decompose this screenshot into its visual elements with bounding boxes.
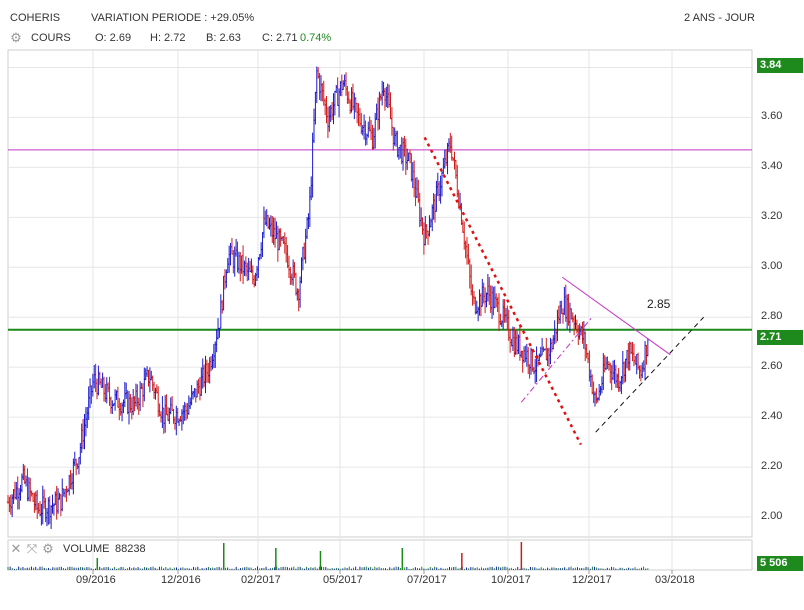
volume-legend: ✕ ⤧ ⚙ VOLUME 88238 [0,540,760,558]
high-value: H: 2.72 [150,32,186,44]
symbol-name: COHERIS [10,12,61,24]
y-tick-label: 2.40 [761,410,783,423]
x-tick-label: 09/2016 [76,574,116,586]
y-tick-label: 2.20 [761,460,783,473]
y-tick-label: 3.60 [761,110,783,123]
x-tick-label: 12/2017 [572,574,612,586]
change-value: 0.74% [300,32,332,44]
y-tick-label: 2.80 [761,310,783,323]
gear-icon[interactable]: ⚙ [10,30,22,45]
low-value: B: 2.63 [206,32,241,44]
x-tick-label: 02/2017 [241,574,281,586]
price-panel-frame [7,49,753,538]
x-tick-label: 10/2017 [491,574,531,586]
y-tick-label: 2.60 [761,360,783,373]
x-tick-label: 12/2016 [161,574,201,586]
open-value: O: 2.69 [95,32,132,44]
last-price-tag: 2.71 [757,330,803,345]
x-tick-label: 07/2017 [407,574,447,586]
y-tick-label: 2.00 [761,510,783,523]
x-tick-label: 05/2017 [323,574,363,586]
volume-label: VOLUME [63,543,110,555]
variation-text: VARIATION PERIODE : +29.05% [91,12,255,24]
price-annotation: 2.85 [647,297,671,311]
price-legend: ⚙ COURS O: 2.69 H: 2.72 B: 2.63 C: 2.71 … [0,30,760,48]
close-icon[interactable]: ✕ [10,541,22,556]
chart-header: COHERIS VARIATION PERIODE : +29.05% 2 AN… [0,0,804,30]
downtrend-red-trend-line [423,136,582,446]
period-range[interactable]: 2 ANS - JOUR [684,12,755,24]
volume-value: 88238 [115,543,146,555]
volume-tag: 5 506 [757,556,803,571]
y-tick-label: 3.40 [761,160,783,173]
y-tick-label: 3.20 [761,210,783,223]
upper-trend-purple-trend-line [561,276,671,356]
close-value: C: 2.71 [262,32,298,44]
volume-panel-frame [7,539,753,571]
top-price-tag: 3.84 [757,58,803,73]
lower-channel-purple-trend-line [520,316,593,403]
x-tick-label: 03/2018 [655,574,695,586]
y-tick-label: 3.00 [761,260,783,273]
gear-icon[interactable]: ⚙ [42,541,54,556]
series-label: COURS [31,32,71,44]
expand-icon[interactable]: ⤧ [26,541,38,556]
